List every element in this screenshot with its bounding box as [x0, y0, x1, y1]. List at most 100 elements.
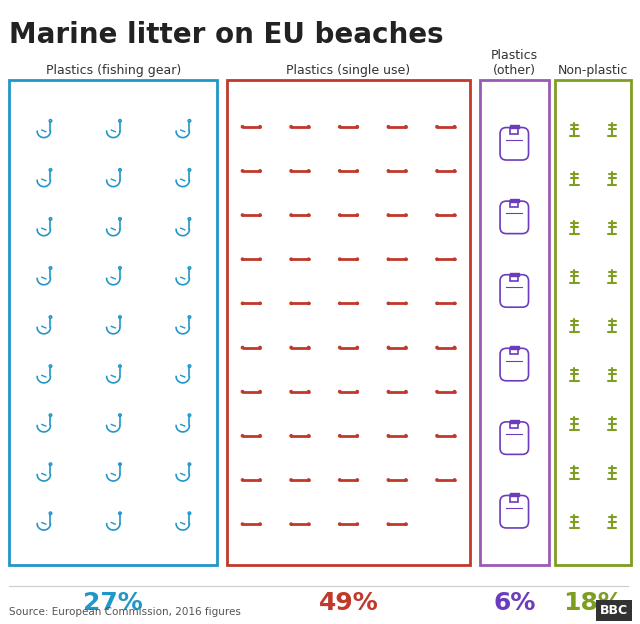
Circle shape [356, 302, 358, 305]
Circle shape [404, 302, 407, 305]
Circle shape [404, 435, 407, 437]
Text: Non-plastic: Non-plastic [558, 64, 628, 77]
Circle shape [453, 170, 456, 172]
Bar [511, 495, 518, 502]
Circle shape [436, 258, 438, 260]
Circle shape [259, 479, 261, 481]
Bar [510, 199, 519, 202]
Circle shape [404, 479, 407, 481]
Circle shape [404, 125, 407, 128]
Circle shape [453, 125, 456, 128]
Bar [510, 420, 519, 423]
Bar [510, 273, 519, 276]
Circle shape [387, 125, 390, 128]
Circle shape [387, 435, 390, 437]
Text: 27%: 27% [83, 591, 143, 615]
Circle shape [404, 523, 407, 525]
Circle shape [387, 170, 390, 172]
Circle shape [290, 125, 292, 128]
Circle shape [387, 523, 390, 525]
Circle shape [307, 302, 310, 305]
Circle shape [290, 391, 292, 392]
Circle shape [241, 435, 244, 437]
Circle shape [453, 258, 456, 260]
Circle shape [290, 214, 292, 216]
Circle shape [436, 346, 438, 349]
Circle shape [356, 125, 358, 128]
Circle shape [436, 125, 438, 128]
Circle shape [404, 214, 407, 216]
Circle shape [241, 391, 244, 392]
Bar [511, 422, 518, 428]
Text: Marine litter on EU beaches: Marine litter on EU beaches [9, 21, 444, 49]
Circle shape [241, 125, 244, 128]
Circle shape [453, 302, 456, 305]
Circle shape [387, 258, 390, 260]
Bar [511, 201, 518, 207]
Circle shape [259, 435, 261, 437]
Circle shape [307, 391, 310, 392]
Text: Source: European Commission, 2016 figures: Source: European Commission, 2016 figure… [9, 607, 241, 617]
Text: 18%: 18% [563, 591, 623, 615]
Circle shape [259, 523, 261, 525]
Circle shape [339, 435, 341, 437]
Circle shape [339, 479, 341, 481]
Circle shape [241, 302, 244, 305]
Circle shape [339, 258, 341, 260]
Circle shape [259, 391, 261, 392]
Circle shape [356, 214, 358, 216]
Circle shape [290, 170, 292, 172]
Circle shape [290, 302, 292, 305]
Circle shape [436, 170, 438, 172]
Circle shape [339, 346, 341, 349]
Circle shape [339, 125, 341, 128]
Circle shape [259, 125, 261, 128]
Circle shape [453, 346, 456, 349]
Bar [510, 346, 519, 349]
Circle shape [290, 258, 292, 260]
Text: BBC: BBC [600, 604, 628, 617]
Text: 6%: 6% [493, 591, 536, 615]
Circle shape [290, 435, 292, 437]
Circle shape [339, 523, 341, 525]
Circle shape [404, 170, 407, 172]
Circle shape [290, 479, 292, 481]
Circle shape [241, 258, 244, 260]
Circle shape [436, 479, 438, 481]
Circle shape [436, 214, 438, 216]
Circle shape [356, 523, 358, 525]
Text: 49%: 49% [319, 591, 378, 615]
Circle shape [356, 391, 358, 392]
Circle shape [453, 391, 456, 392]
Circle shape [387, 391, 390, 392]
Circle shape [339, 170, 341, 172]
Bar [510, 125, 519, 129]
Circle shape [241, 479, 244, 481]
Circle shape [387, 214, 390, 216]
Circle shape [290, 346, 292, 349]
Text: Plastics (single use): Plastics (single use) [287, 64, 411, 77]
Circle shape [307, 125, 310, 128]
Circle shape [339, 302, 341, 305]
Bar [511, 275, 518, 281]
Circle shape [436, 391, 438, 392]
Circle shape [356, 479, 358, 481]
Text: Plastics
(other): Plastics (other) [491, 49, 538, 77]
Circle shape [307, 170, 310, 172]
Bar [511, 127, 518, 134]
Circle shape [307, 523, 310, 525]
Circle shape [356, 258, 358, 260]
Bar [510, 494, 519, 496]
Circle shape [453, 214, 456, 216]
Circle shape [241, 214, 244, 216]
Circle shape [387, 346, 390, 349]
Circle shape [259, 302, 261, 305]
Circle shape [241, 523, 244, 525]
Circle shape [259, 346, 261, 349]
Bar [511, 348, 518, 354]
Circle shape [356, 435, 358, 437]
Circle shape [259, 214, 261, 216]
Circle shape [259, 170, 261, 172]
Circle shape [436, 302, 438, 305]
Circle shape [404, 258, 407, 260]
